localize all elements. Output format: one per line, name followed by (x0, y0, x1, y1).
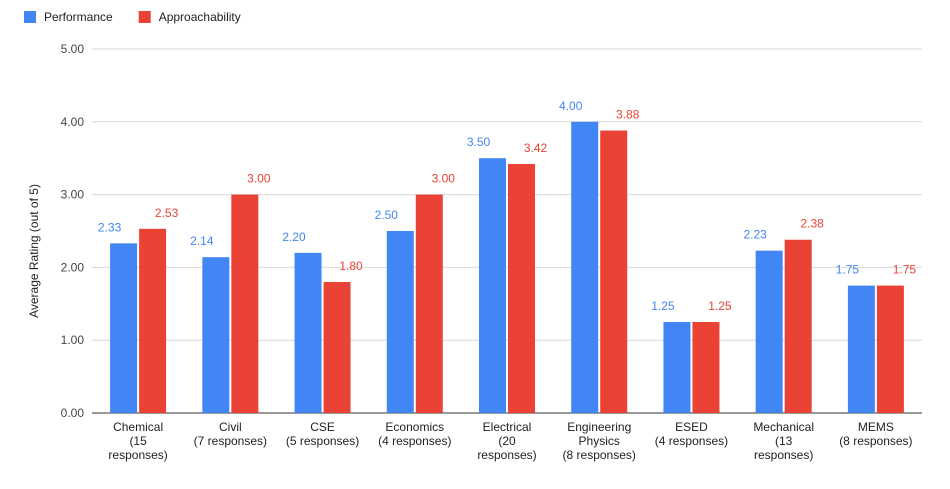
bar-performance (571, 121, 599, 414)
bar-approachability (876, 285, 904, 413)
bar-performance (202, 257, 230, 413)
bar-performance (110, 243, 138, 413)
bar-approachability (415, 194, 443, 413)
x-category-label: Economics (4 responses) (378, 420, 451, 448)
data-label-performance: 1.25 (651, 299, 675, 313)
y-tick-label: 0.00 (61, 406, 85, 420)
x-category-line: responses) (754, 448, 813, 462)
x-category-line: Chemical (113, 420, 163, 434)
x-category-label: Civil (7 responses) (194, 420, 267, 448)
x-category-line: (5 responses) (286, 434, 359, 448)
bars (110, 121, 904, 414)
x-axis-categories: Chemical (15 responses)Civil (7 responses)C… (108, 420, 912, 462)
x-category-line: Economics (385, 420, 444, 434)
legend-swatch-performance (24, 11, 36, 23)
x-category-line: (13 (775, 434, 793, 448)
x-category-line: Physics (579, 434, 620, 448)
legend-label-approachability: Approachability (159, 10, 241, 24)
bar-performance (847, 285, 875, 413)
data-label-approachability: 3.42 (524, 141, 548, 155)
y-tick-label: 4.00 (61, 115, 85, 129)
x-category-line: MEMS (858, 420, 894, 434)
legend: Performance Approachability (24, 10, 241, 24)
x-category-label: MEMS (8 responses) (839, 420, 912, 448)
x-category-label: CSE (5 responses) (286, 420, 359, 448)
data-label-performance: 2.23 (743, 228, 767, 242)
bar-approachability (323, 281, 351, 413)
x-category-line: (4 responses) (655, 434, 728, 448)
data-label-performance: 1.75 (836, 263, 860, 277)
legend-swatch-approachability (138, 11, 151, 23)
y-tick-label: 3.00 (61, 188, 85, 202)
data-label-approachability: 1.25 (708, 299, 732, 313)
x-category-line: (15 (129, 434, 147, 448)
x-category-line: (7 responses) (194, 434, 267, 448)
bar-approachability (508, 164, 535, 413)
data-label-performance: 2.14 (190, 234, 214, 248)
x-category-label: Chemical (15 responses) (108, 420, 167, 462)
legend-label-performance: Performance (44, 10, 113, 24)
gridlines (92, 48, 922, 414)
bar-performance (386, 231, 414, 413)
x-category-label: Electrical (20 responses) (477, 420, 536, 462)
x-category-line: Electrical (483, 420, 532, 434)
bar-approachability (692, 322, 720, 413)
x-category-line: ESED (675, 420, 708, 434)
y-axis-ticks: 0.00 1.00 2.00 3.00 4.00 5.00 (61, 42, 85, 420)
bar-performance (663, 322, 691, 413)
data-label-approachability: 3.00 (247, 172, 271, 186)
bar-performance (479, 158, 506, 413)
y-tick-label: 2.00 (61, 260, 85, 274)
data-label-performance: 3.50 (467, 135, 491, 149)
data-label-approachability: 3.88 (616, 108, 640, 122)
bar-performance (294, 252, 322, 413)
y-tick-label: 1.00 (61, 333, 85, 347)
data-label-approachability: 1.75 (893, 263, 917, 277)
data-label-performance: 4.00 (559, 99, 583, 113)
y-tick-label: 5.00 (61, 42, 85, 56)
bar-approachability (600, 130, 628, 413)
data-label-approachability: 1.80 (339, 259, 363, 273)
data-label-performance: 2.50 (375, 208, 399, 222)
x-category-label: ESED (4 responses) (655, 420, 728, 448)
bar-performance (755, 250, 783, 413)
x-category-line: (8 responses) (563, 448, 636, 462)
data-label-approachability: 3.00 (432, 172, 456, 186)
x-category-line: CSE (310, 420, 335, 434)
x-category-line: (8 responses) (839, 434, 912, 448)
bar-approachability (784, 239, 812, 413)
x-category-label: Engineering Physics (8 responses) (563, 420, 636, 462)
x-category-line: (20 (498, 434, 516, 448)
data-label-performance: 2.33 (98, 220, 122, 234)
data-label-performance: 2.20 (282, 230, 306, 244)
data-label-approachability: 2.53 (155, 206, 179, 220)
x-category-label: Mechanical (13 responses) (753, 420, 814, 462)
data-label-approachability: 2.38 (800, 217, 824, 231)
x-category-line: Civil (219, 420, 242, 434)
x-category-line: responses) (477, 448, 536, 462)
y-axis-label: Average Rating (out of 5) (27, 184, 41, 318)
x-category-line: responses) (108, 448, 167, 462)
bar-approachability (231, 194, 259, 413)
bar-approachability (139, 228, 167, 413)
x-category-line: Mechanical (753, 420, 814, 434)
x-category-line: Engineering (567, 420, 631, 434)
data-labels: 2.33 2.53 2.14 3.00 2.20 1.80 2.50 3.00 3.50 3.42… (98, 99, 916, 313)
x-category-line: (4 responses) (378, 434, 451, 448)
